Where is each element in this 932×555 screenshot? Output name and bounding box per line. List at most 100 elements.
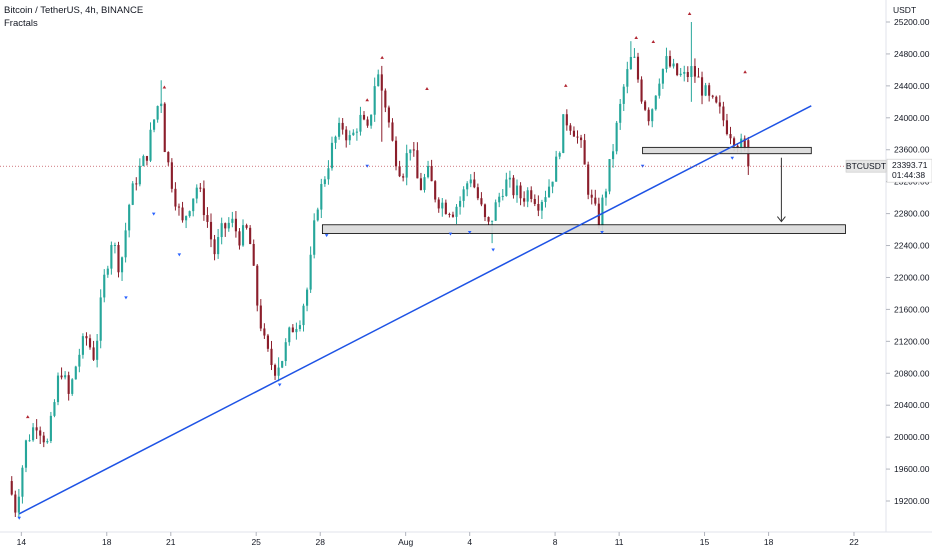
candle-body: [544, 197, 547, 202]
x-tick-label: 22: [849, 537, 859, 547]
candle-body: [690, 66, 693, 78]
candle-body: [651, 109, 654, 122]
candle-body: [209, 221, 213, 240]
candle-body: [330, 142, 334, 169]
candle-body: [373, 86, 376, 115]
candle-body: [629, 57, 632, 70]
x-tick-label: 14: [17, 537, 27, 547]
candle-body: [345, 129, 348, 141]
candle-body: [402, 176, 405, 178]
symbol-badge: [845, 159, 887, 173]
fractal-down-marker: [491, 248, 495, 252]
candle-body: [163, 103, 166, 153]
x-tick-label: 25: [251, 537, 261, 547]
candle-body: [686, 72, 689, 78]
candle-body: [704, 85, 707, 96]
candle-body: [665, 56, 668, 70]
fractal-up-marker: [651, 39, 656, 43]
candle-body: [633, 56, 636, 58]
fractal-up-marker: [425, 87, 429, 91]
candle-body: [533, 198, 536, 204]
candle-body: [153, 119, 156, 130]
candle-body: [49, 415, 52, 442]
candle-body: [469, 179, 472, 184]
candle-body: [270, 348, 273, 366]
candle-body: [103, 274, 106, 298]
candle-body: [110, 245, 113, 269]
candle-body: [647, 109, 650, 122]
candle-body: [113, 244, 116, 246]
fractal-down-marker: [448, 232, 453, 236]
candle-body: [722, 106, 725, 121]
candle-body: [156, 106, 159, 120]
candle-body: [96, 340, 99, 360]
fractal-down-marker: [324, 234, 329, 238]
indicator-label[interactable]: Fractals: [4, 18, 38, 29]
candle-body: [302, 305, 305, 326]
candle-body: [142, 156, 145, 166]
fractal-up-marker: [687, 12, 692, 16]
candle-body: [42, 435, 45, 443]
candle-body: [81, 336, 84, 355]
candle-body: [480, 198, 483, 205]
y-tick-label: 21600.00: [894, 304, 930, 314]
candle-body: [238, 231, 241, 246]
candle-body: [494, 202, 497, 221]
candle-body: [124, 230, 127, 258]
target-arrow-head: [776, 216, 786, 223]
candle-body: [523, 198, 526, 202]
candle-body: [434, 181, 437, 200]
candle-body: [405, 153, 408, 178]
candle-body: [99, 297, 102, 341]
candle-body: [540, 201, 543, 211]
candle-body: [622, 86, 625, 104]
resistance-zone: [642, 146, 812, 155]
candle-body: [394, 140, 398, 167]
candle-body: [619, 103, 622, 123]
candle-body: [334, 136, 337, 143]
candle-body: [718, 102, 721, 107]
candle-body: [508, 177, 511, 180]
fractal-down-marker: [467, 230, 472, 234]
candle-body: [462, 189, 465, 201]
candle-body: [715, 96, 718, 103]
candle-body: [697, 76, 700, 78]
candle-body: [217, 237, 220, 255]
candle-body: [711, 95, 714, 97]
y-tick-label: 19200.00: [894, 496, 930, 506]
candle-body: [654, 95, 657, 110]
candle-body: [725, 120, 729, 135]
last-price-tag: [886, 158, 932, 183]
candle-body: [192, 198, 195, 212]
candle-body: [234, 218, 237, 232]
candle-body: [298, 325, 302, 330]
candle-body: [188, 211, 191, 217]
x-tick-label: 8: [553, 537, 558, 547]
candle-body: [352, 132, 355, 136]
candle-body: [661, 69, 664, 84]
candle-body: [519, 185, 522, 199]
candle-body: [423, 177, 426, 190]
candle-body: [263, 328, 266, 336]
candle-body: [416, 150, 419, 179]
candle-body: [313, 220, 316, 255]
candle-body: [562, 114, 565, 153]
candle-body: [505, 179, 508, 196]
candle-body: [316, 209, 319, 221]
candle-body: [170, 162, 173, 189]
candle-body: [206, 215, 209, 222]
candle-body: [327, 168, 330, 180]
candle-body: [537, 203, 540, 211]
candle-body: [451, 214, 455, 217]
candle-body: [60, 375, 63, 378]
candle-body: [437, 199, 440, 209]
x-tick-label: Aug: [398, 537, 413, 547]
candle-body: [295, 329, 298, 333]
fractal-down-marker: [600, 230, 604, 234]
candle-body: [241, 225, 245, 246]
candle-body: [53, 402, 56, 416]
candle-body: [740, 138, 743, 149]
candle-body: [273, 365, 277, 376]
fractal-up-marker: [563, 83, 568, 87]
